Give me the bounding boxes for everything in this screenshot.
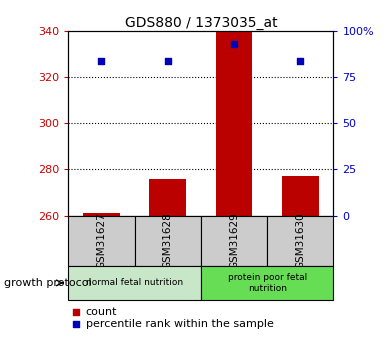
Point — [165, 58, 171, 63]
Bar — [282, 176, 319, 216]
Bar — [201, 216, 267, 266]
Text: count: count — [86, 307, 117, 317]
Title: GDS880 / 1373035_at: GDS880 / 1373035_at — [124, 16, 277, 30]
Text: GSM31630: GSM31630 — [295, 212, 305, 269]
Text: normal fetal nutrition: normal fetal nutrition — [86, 278, 183, 287]
Bar — [68, 266, 201, 300]
Text: protein poor fetal
nutrition: protein poor fetal nutrition — [227, 273, 307, 293]
Point — [231, 41, 237, 47]
Point — [297, 58, 303, 63]
Bar — [149, 179, 186, 216]
Text: GSM31627: GSM31627 — [96, 212, 106, 269]
Point — [98, 58, 105, 63]
Bar — [83, 213, 120, 216]
Point — [73, 322, 79, 327]
Text: percentile rank within the sample: percentile rank within the sample — [86, 319, 274, 329]
Text: GSM31628: GSM31628 — [163, 212, 173, 269]
Bar — [68, 216, 135, 266]
Text: GSM31629: GSM31629 — [229, 212, 239, 269]
Bar — [216, 31, 252, 216]
Text: growth protocol: growth protocol — [4, 278, 92, 288]
Bar — [135, 216, 201, 266]
Point — [73, 309, 79, 315]
Bar — [267, 216, 333, 266]
Bar — [201, 266, 333, 300]
